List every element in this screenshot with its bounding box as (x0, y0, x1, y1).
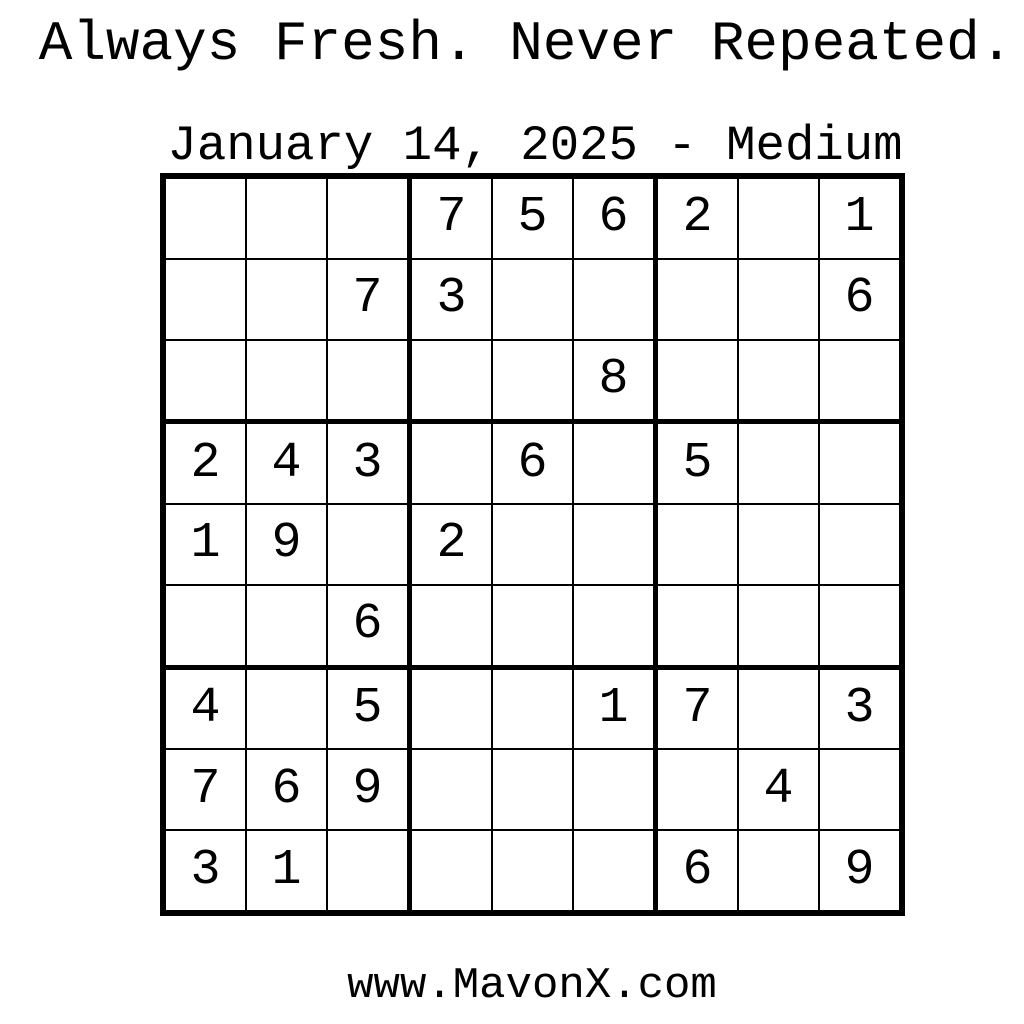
empty-cell[interactable] (820, 585, 899, 665)
given-cell[interactable]: 2 (166, 424, 245, 504)
given-cell[interactable]: 6 (820, 259, 899, 339)
given-cell[interactable]: 3 (328, 424, 407, 504)
given-cell[interactable]: 8 (574, 340, 653, 420)
given-cell[interactable]: 5 (658, 424, 737, 504)
given-cell[interactable]: 3 (820, 669, 899, 749)
empty-cell[interactable] (493, 340, 572, 420)
given-cell[interactable]: 6 (328, 585, 407, 665)
empty-cell[interactable] (166, 259, 245, 339)
empty-cell[interactable] (493, 505, 572, 584)
empty-cell[interactable] (493, 831, 572, 910)
empty-cell[interactable] (658, 505, 737, 584)
given-cell[interactable]: 9 (247, 505, 326, 584)
empty-cell[interactable] (247, 669, 326, 749)
empty-cell[interactable] (412, 585, 491, 665)
empty-cell[interactable] (412, 750, 491, 830)
given-cell[interactable]: 4 (739, 750, 818, 830)
empty-cell[interactable] (328, 340, 407, 420)
given-cell[interactable]: 9 (328, 750, 407, 830)
given-cell[interactable]: 1 (247, 831, 326, 910)
given-cell[interactable]: 5 (493, 179, 572, 258)
empty-cell[interactable] (166, 179, 245, 258)
empty-cell[interactable] (658, 340, 737, 420)
given-cell[interactable]: 1 (166, 505, 245, 584)
empty-cell[interactable] (412, 669, 491, 749)
headline: Always Fresh. Never Repeated. (38, 12, 1014, 76)
empty-cell[interactable] (739, 179, 818, 258)
empty-cell[interactable] (739, 424, 818, 504)
given-cell[interactable]: 1 (820, 179, 899, 258)
empty-cell[interactable] (247, 585, 326, 665)
website-link[interactable]: www.MavonX.com (347, 961, 717, 1011)
given-cell[interactable]: 4 (247, 424, 326, 504)
empty-cell[interactable] (412, 831, 491, 910)
empty-cell[interactable] (574, 831, 653, 910)
empty-cell[interactable] (658, 750, 737, 830)
empty-cell[interactable] (166, 340, 245, 420)
empty-cell[interactable] (574, 424, 653, 504)
empty-cell[interactable] (493, 585, 572, 665)
empty-cell[interactable] (493, 259, 572, 339)
empty-cell[interactable] (739, 505, 818, 584)
given-cell[interactable]: 3 (412, 259, 491, 339)
empty-cell[interactable] (574, 505, 653, 584)
given-cell[interactable]: 2 (412, 505, 491, 584)
given-cell[interactable]: 2 (658, 179, 737, 258)
given-cell[interactable]: 6 (493, 424, 572, 504)
empty-cell[interactable] (820, 505, 899, 584)
empty-cell[interactable] (166, 585, 245, 665)
empty-cell[interactable] (247, 259, 326, 339)
empty-cell[interactable] (739, 585, 818, 665)
given-cell[interactable]: 6 (574, 179, 653, 258)
empty-cell[interactable] (739, 259, 818, 339)
given-cell[interactable]: 3 (166, 831, 245, 910)
empty-cell[interactable] (820, 750, 899, 830)
empty-cell[interactable] (328, 831, 407, 910)
empty-cell[interactable] (247, 340, 326, 420)
empty-cell[interactable] (574, 259, 653, 339)
empty-cell[interactable] (658, 585, 737, 665)
empty-cell[interactable] (493, 669, 572, 749)
given-cell[interactable]: 9 (820, 831, 899, 910)
empty-cell[interactable] (820, 340, 899, 420)
given-cell[interactable]: 5 (328, 669, 407, 749)
puzzle-title: January 14, 2025 - Medium (167, 118, 903, 174)
given-cell[interactable]: 1 (574, 669, 653, 749)
empty-cell[interactable] (493, 750, 572, 830)
empty-cell[interactable] (820, 424, 899, 504)
empty-cell[interactable] (574, 750, 653, 830)
given-cell[interactable]: 7 (166, 750, 245, 830)
given-cell[interactable]: 4 (166, 669, 245, 749)
given-cell[interactable]: 7 (328, 259, 407, 339)
empty-cell[interactable] (574, 585, 653, 665)
empty-cell[interactable] (328, 505, 407, 584)
empty-cell[interactable] (412, 340, 491, 420)
given-cell[interactable]: 6 (247, 750, 326, 830)
empty-cell[interactable] (247, 179, 326, 258)
empty-cell[interactable] (739, 669, 818, 749)
given-cell[interactable]: 7 (412, 179, 491, 258)
empty-cell[interactable] (328, 179, 407, 258)
empty-cell[interactable] (412, 424, 491, 504)
empty-cell[interactable] (658, 259, 737, 339)
given-cell[interactable]: 6 (658, 831, 737, 910)
empty-cell[interactable] (739, 831, 818, 910)
empty-cell[interactable] (739, 340, 818, 420)
given-cell[interactable]: 7 (658, 669, 737, 749)
